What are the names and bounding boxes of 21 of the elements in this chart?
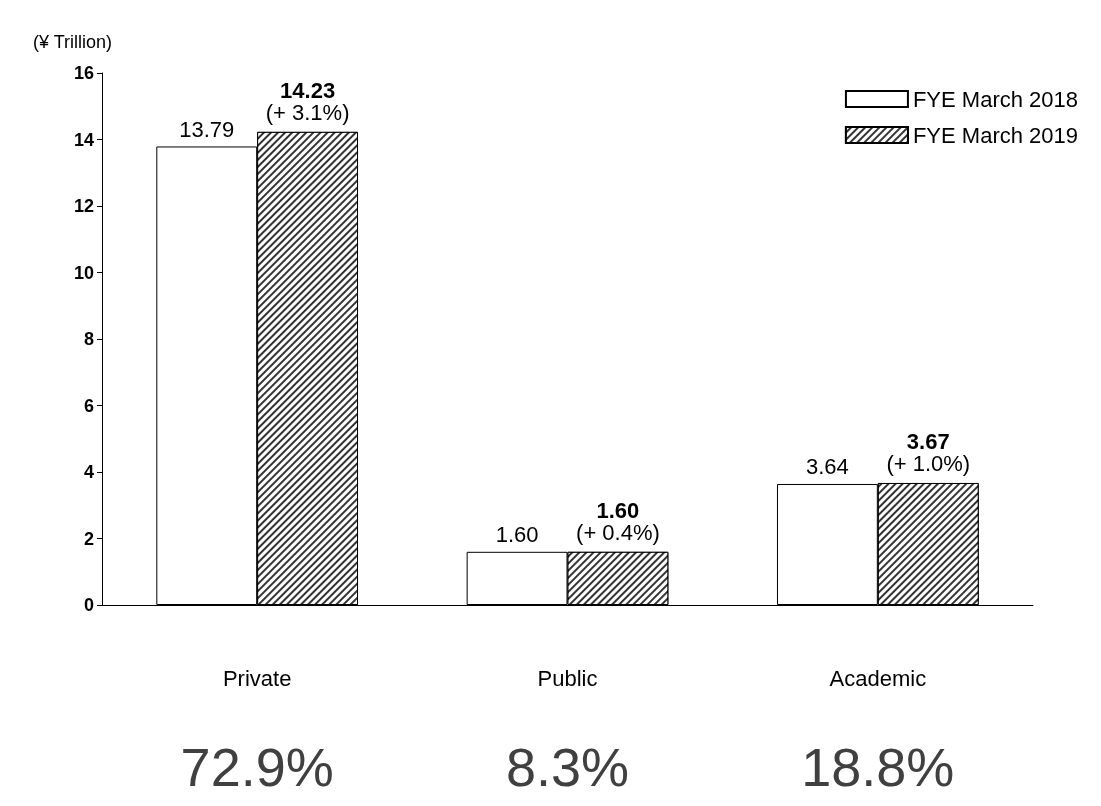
y-tick-label: 16 (73, 63, 94, 83)
y-tick-label: 2 (83, 528, 94, 549)
data-label: 13.79 (179, 116, 235, 142)
legend-label: FYE March 2019 (912, 122, 1078, 148)
y-tick-label: 10 (73, 262, 94, 283)
y-tick-label: 8 (83, 329, 94, 349)
legend-label: FYE March 2018 (912, 86, 1078, 112)
y-axis-title: (¥ Trillion) (32, 32, 112, 52)
y-tick-label: 4 (83, 462, 94, 482)
y-tick-label: 12 (73, 196, 94, 216)
y-tick-label: 6 (83, 395, 94, 416)
data-label: 3.64 (805, 454, 849, 480)
text: 72.9% (180, 737, 334, 797)
x-tick-label: Private (222, 665, 292, 691)
text: 8.3% (505, 737, 630, 797)
x-tick-label: Academic (829, 665, 927, 691)
y-tick-label: 14 (73, 129, 94, 150)
data-label: 1.60 (495, 522, 539, 548)
y-tick-label: 0 (83, 595, 94, 615)
text: 18.8% (801, 737, 955, 797)
x-tick-label: Public (537, 665, 598, 691)
